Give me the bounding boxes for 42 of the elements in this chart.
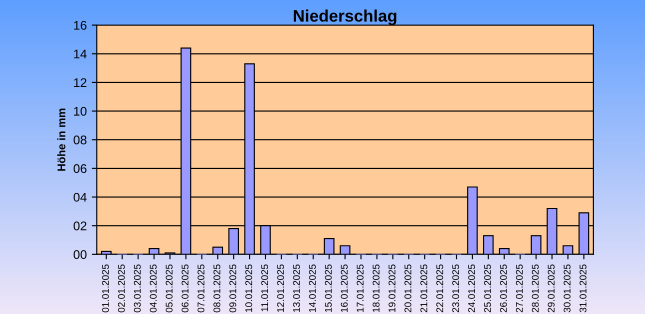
x-tick-label: 31.01.2025 — [580, 264, 586, 312]
y-tick-label: 08 — [74, 136, 86, 144]
x-tick-label: 02.01.2025 — [118, 264, 125, 312]
x-tick-label: 11.01.2025 — [261, 264, 268, 312]
y-axis-title: Höhe in mm — [57, 108, 66, 171]
x-tick-label: 17.01.2025 — [356, 264, 364, 312]
y-tick-label: 14 — [74, 50, 87, 58]
y-tick-label: 10 — [74, 106, 87, 116]
x-tick-label: 03.01.2025 — [134, 264, 141, 312]
y-tick-label: 02 — [74, 221, 86, 230]
x-tick-label: 18.01.2025 — [372, 264, 380, 312]
chart-title: Niederschlag — [294, 10, 396, 26]
x-tick-label: 09.01.2025 — [229, 264, 236, 312]
x-tick-label: 07.01.2025 — [198, 264, 204, 312]
x-tick-label: 14.01.2025 — [308, 264, 316, 312]
x-tick-label: 28.01.2025 — [532, 264, 539, 312]
x-tick-label: 22.01.2025 — [436, 264, 444, 312]
x-tick-label: 24.01.2025 — [468, 264, 476, 312]
x-tick-label: 06.01.2025 — [182, 264, 188, 312]
x-tick-label: 21.01.2025 — [420, 264, 428, 312]
x-tick-label: 08.01.2025 — [213, 264, 220, 312]
x-tick-label: 29.01.2025 — [548, 264, 555, 312]
x-tick-label: 19.01.2025 — [388, 264, 396, 312]
x-tick-label: 27.01.2025 — [516, 264, 523, 312]
y-tick-label: 00 — [74, 250, 87, 259]
x-tick-label: 16.01.2025 — [340, 264, 348, 312]
x-tick-label: 01.01.2025 — [102, 264, 109, 312]
x-tick-label: 23.01.2025 — [452, 264, 460, 312]
x-tick-label: 05.01.2025 — [166, 264, 173, 312]
x-tick-label: 04.01.2025 — [150, 264, 157, 312]
x-tick-label: 30.01.2025 — [564, 264, 571, 312]
x-tick-label: 20.01.2025 — [404, 264, 412, 312]
x-tick-label: 25.01.2025 — [484, 264, 491, 312]
y-tick-label: 12 — [74, 78, 86, 87]
y-tick-label: 16 — [74, 20, 86, 30]
x-tick-label: 13.01.2025 — [293, 264, 300, 312]
y-tick-label: 06 — [74, 164, 86, 174]
y-tick-label: 04 — [74, 192, 87, 202]
x-tick-label: 12.01.2025 — [277, 264, 284, 312]
x-tick-label: 10.01.2025 — [245, 264, 252, 312]
x-tick-label: 15.01.2025 — [324, 264, 332, 312]
x-tick-label: 26.01.2025 — [500, 264, 507, 312]
